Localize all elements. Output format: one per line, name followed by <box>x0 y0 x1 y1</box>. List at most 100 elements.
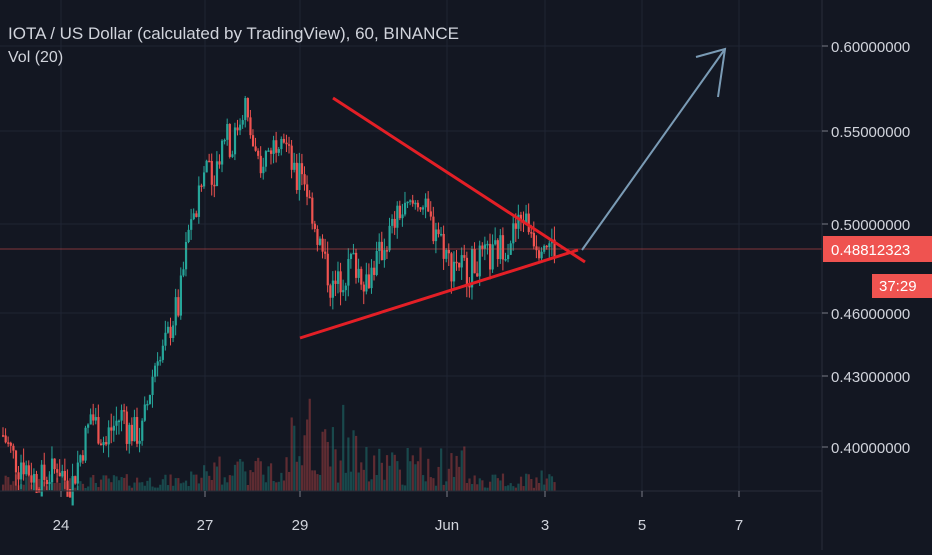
candle-body <box>300 163 304 175</box>
volume-bar <box>164 474 167 491</box>
candle-body <box>496 240 499 260</box>
volume-bar <box>151 486 154 491</box>
breakout-arrow-head[interactable] <box>695 47 727 98</box>
candle-body <box>63 471 67 481</box>
candle-body <box>244 98 247 121</box>
candle-body <box>192 213 195 220</box>
candle-body <box>166 326 170 333</box>
candle-body <box>499 235 502 260</box>
candle-body <box>280 138 283 150</box>
candle-body <box>272 140 275 154</box>
volume-bar <box>102 475 105 491</box>
price-axis[interactable]: 0.60000000 0.55000000 0.50000000 0.46000000… <box>822 39 910 457</box>
triangle-lower-trendline[interactable] <box>299 248 579 340</box>
volume-bar <box>125 474 128 491</box>
volume-bar <box>172 485 175 491</box>
volume-bar <box>483 487 487 491</box>
candle-body <box>202 172 206 187</box>
triangle-upper-trendline[interactable] <box>332 96 586 264</box>
candle-body <box>298 163 301 190</box>
candle-body <box>409 200 412 202</box>
candle-body <box>316 228 319 245</box>
candle-body <box>391 218 394 226</box>
candle-body <box>56 469 59 473</box>
volume-bar <box>12 481 15 491</box>
time-tick-label: 24 <box>53 517 70 534</box>
volume-bar <box>476 484 479 491</box>
volume-bar <box>504 486 507 491</box>
candle-body <box>318 238 322 245</box>
candle-body <box>22 462 25 475</box>
candle-body <box>20 462 23 480</box>
breakout-arrow-line[interactable] <box>581 48 726 251</box>
time-axis[interactable]: 24 27 29 Jun 3 5 7 <box>53 491 744 534</box>
volume-bar <box>455 455 458 491</box>
volume-bar <box>347 437 350 491</box>
candle-body <box>445 249 448 259</box>
volume-bar <box>275 482 278 491</box>
volume-bar <box>233 464 237 491</box>
candle-body <box>184 242 188 270</box>
volume-bar <box>298 456 301 491</box>
candle-body <box>429 211 432 217</box>
volume-bar <box>403 485 407 491</box>
volume-bar <box>81 483 85 491</box>
candle-body <box>17 472 20 480</box>
candle-body <box>357 268 360 278</box>
candle-body <box>4 435 7 443</box>
volume-bar <box>494 474 497 491</box>
volume-bar <box>429 477 432 491</box>
volume-bar <box>288 471 291 491</box>
price-tick-label: 0.60000000 <box>831 39 910 56</box>
volume-bar <box>496 478 499 491</box>
volume-bar <box>375 474 378 491</box>
candle-body <box>269 150 273 154</box>
volume-bar <box>393 454 396 491</box>
volume-bar <box>177 478 180 491</box>
candle-body <box>545 245 548 248</box>
candle-body <box>125 411 128 444</box>
volume-bar <box>385 455 389 491</box>
volume-bar <box>7 477 10 491</box>
volume-bar <box>329 466 332 491</box>
volume-bar <box>440 448 443 491</box>
volume-bar <box>38 478 41 491</box>
candle-body <box>370 267 373 289</box>
drawings[interactable] <box>299 47 727 340</box>
candle-body <box>275 140 278 153</box>
candle-body <box>187 229 190 243</box>
candle-body <box>68 489 72 498</box>
candle-body <box>540 251 543 259</box>
candle-body <box>30 475 33 483</box>
candle-body <box>548 243 551 248</box>
volume-bar <box>396 461 399 491</box>
candle-body <box>66 480 69 497</box>
candle-body <box>105 442 108 445</box>
candle-body <box>156 361 159 366</box>
volume-bar <box>447 468 450 491</box>
volume-bar <box>94 482 97 491</box>
volume-bar <box>257 457 260 491</box>
candle-body <box>352 252 355 255</box>
volume-bar <box>553 482 556 491</box>
volume-bar <box>427 458 430 491</box>
volume-bar <box>200 477 203 491</box>
candle-body <box>48 482 51 485</box>
volume-bar <box>213 462 216 491</box>
candle-body <box>349 253 353 259</box>
countdown-label: 37:29 <box>879 278 917 295</box>
candle-body <box>507 254 510 260</box>
candle-body <box>89 414 92 425</box>
candle-body <box>27 465 30 476</box>
candle-body <box>112 425 115 431</box>
countdown-tag: 37:29 <box>872 274 932 298</box>
candle-body <box>285 142 288 145</box>
volume-bar <box>419 447 422 491</box>
candle-body <box>501 235 505 260</box>
volume-bar <box>58 482 61 491</box>
candle-body <box>7 442 10 444</box>
volume-bar <box>300 465 304 491</box>
volume-bar <box>519 476 523 491</box>
